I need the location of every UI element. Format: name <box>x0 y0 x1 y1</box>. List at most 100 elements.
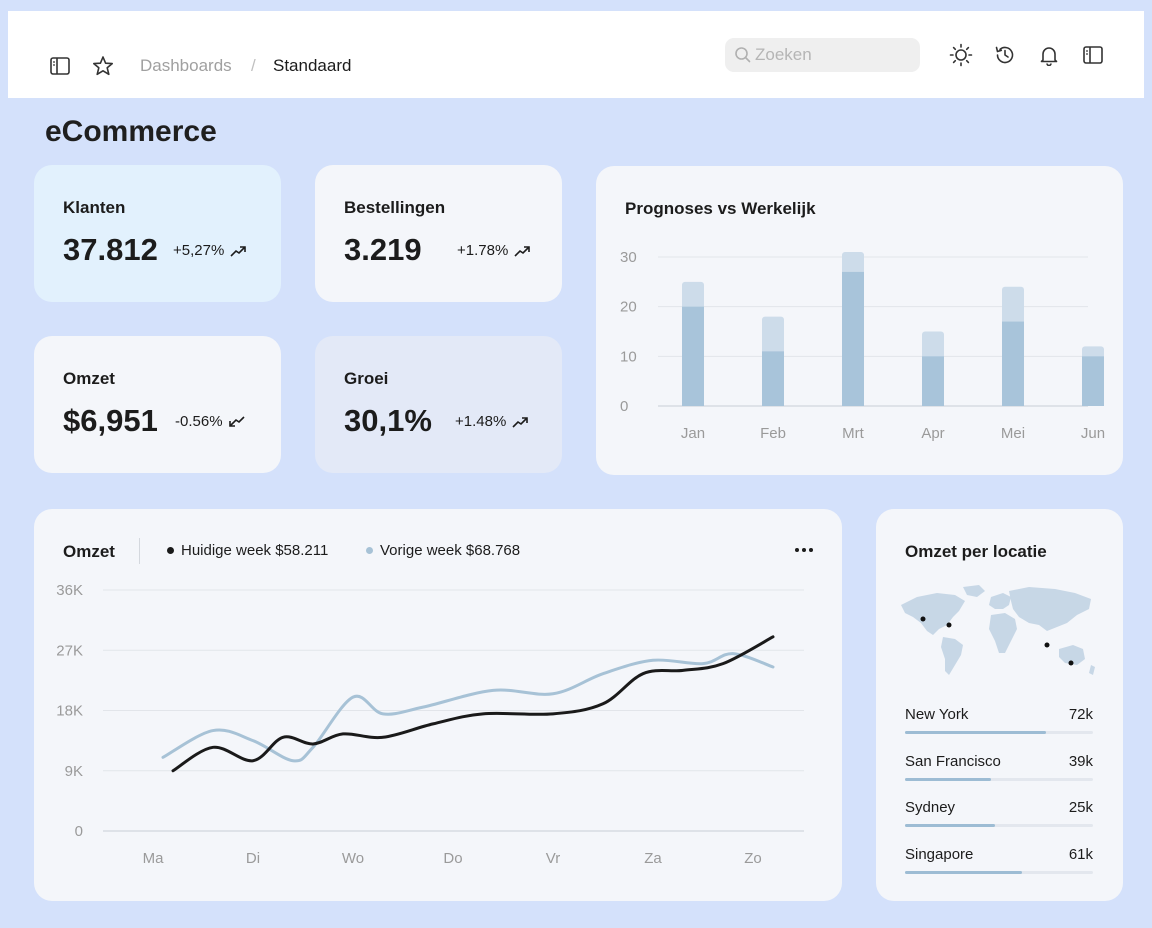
location-progress-fill <box>905 871 1022 874</box>
legend-current-week: Huidige week $58.211 <box>167 542 328 559</box>
trend-up-icon <box>512 416 529 428</box>
breadcrumb-current: Standaard <box>273 56 352 75</box>
legend-divider <box>139 538 140 564</box>
legend-previous-label: Vorige week $68.768 <box>380 542 521 559</box>
x-tick-label: Jan <box>681 425 705 442</box>
breadcrumb-dashboards[interactable]: Dashboards <box>140 56 232 75</box>
stat-change-value: +1.78% <box>457 242 509 259</box>
y-tick-label: 20 <box>620 299 637 316</box>
location-row-singapore[interactable]: Singapore 61k <box>905 846 1093 884</box>
search-icon <box>735 47 751 63</box>
bar-actual <box>922 356 944 406</box>
breadcrumb-separator: / <box>251 56 256 75</box>
stat-card-klanten[interactable]: Klanten 37.812 +5,27% <box>34 165 281 302</box>
stat-title: Groei <box>344 369 389 388</box>
stat-value: $6,951 <box>63 403 158 438</box>
revenue-title: Omzet <box>63 542 115 561</box>
history-icon[interactable] <box>993 43 1017 67</box>
stat-value: 37.812 <box>63 232 158 267</box>
map-greenland <box>963 585 985 597</box>
y-tick-label: 0 <box>620 398 628 415</box>
legend-previous-week: Vorige week $68.768 <box>366 542 520 559</box>
location-card: Omzet per locatie New York 72k San Franc… <box>876 509 1123 901</box>
stat-card-bestellingen[interactable]: Bestellingen 3.219 +1.78% <box>315 165 562 302</box>
x-tick-label: Zo <box>744 850 762 867</box>
location-value: 61k <box>1068 846 1093 863</box>
location-progress-fill <box>905 824 996 827</box>
revenue-line-chart: 0 9K 18K 27K 36K Ma Di Wo Do Vr Za Zo <box>56 582 804 867</box>
stat-value: 30,1% <box>344 403 432 438</box>
x-tick-label: Za <box>644 850 662 867</box>
forecast-bar-chart: 0 10 20 30 Jan Feb Mrt Apr Mei Jun <box>620 249 1105 442</box>
stat-title: Bestellingen <box>344 198 446 217</box>
location-progress-fill <box>905 778 992 781</box>
location-name: New York <box>905 706 969 723</box>
location-value: 25k <box>1068 799 1093 816</box>
map-africa <box>989 613 1017 653</box>
x-tick-label: Apr <box>921 425 944 442</box>
location-progress-track <box>905 824 1093 827</box>
bar-actual <box>1002 321 1024 406</box>
map-marker-new-york <box>946 622 952 628</box>
location-value: 72k <box>1068 706 1093 723</box>
location-name: Sydney <box>905 799 956 816</box>
series-line-current-week <box>171 635 775 773</box>
y-tick-label: 36K <box>56 582 83 599</box>
y-tick-label: 10 <box>620 348 637 365</box>
y-tick-label: 30 <box>620 249 637 266</box>
stat-change: +1.78% <box>457 242 531 259</box>
stat-card-omzet[interactable]: Omzet $6,951 -0.56% <box>34 336 281 473</box>
y-tick-label: 0 <box>75 823 83 840</box>
revenue-card: Omzet Huidige week $58.211 Vorige week $… <box>34 509 842 901</box>
search-box[interactable] <box>725 38 920 72</box>
search-input[interactable] <box>755 44 910 66</box>
legend-dot-current <box>167 547 174 554</box>
sun-icon[interactable] <box>949 43 973 67</box>
trend-down-icon <box>228 415 245 427</box>
x-tick-label: Mrt <box>842 425 864 442</box>
x-tick-label: Vr <box>546 850 560 867</box>
y-tick-label: 9K <box>65 763 83 780</box>
legend-dot-previous <box>366 547 373 554</box>
location-row-san-francisco[interactable]: San Francisco 39k <box>905 753 1093 791</box>
y-tick-label: 18K <box>56 703 83 720</box>
forecast-title: Prognoses vs Werkelijk <box>625 199 816 218</box>
stat-title: Omzet <box>63 369 115 388</box>
stat-card-groei[interactable]: Groei 30,1% +1.48% <box>315 336 562 473</box>
location-progress-fill <box>905 731 1046 734</box>
map-marker-sydney <box>1068 660 1074 666</box>
forecast-card: Prognoses vs Werkelijk 0 10 20 30 Jan Feb Mrt A… <box>596 166 1123 475</box>
stat-change: +5,27% <box>173 242 247 259</box>
map-marker-singapore <box>1044 642 1050 648</box>
location-name: San Francisco <box>905 753 1001 770</box>
legend-current-label: Huidige week $58.211 <box>181 542 329 559</box>
stat-change: +1.48% <box>455 413 529 430</box>
trend-up-icon <box>514 245 531 257</box>
stat-change: -0.56% <box>175 413 245 430</box>
location-value: 39k <box>1068 753 1093 770</box>
series-line-previous-week <box>161 652 775 763</box>
location-row-sydney[interactable]: Sydney 25k <box>905 799 1093 837</box>
y-tick-label: 27K <box>56 642 83 659</box>
bar-actual <box>1082 356 1104 406</box>
star-icon[interactable] <box>91 54 115 78</box>
bar-actual <box>682 306 704 406</box>
sidebar-toggle-icon[interactable] <box>48 54 72 78</box>
x-tick-label: Feb <box>760 425 786 442</box>
map-south-america <box>941 637 963 675</box>
location-row-new-york[interactable]: New York 72k <box>905 706 1093 744</box>
more-icon[interactable] <box>794 547 814 553</box>
map-north-america <box>901 593 965 635</box>
stat-change-value: -0.56% <box>175 413 223 430</box>
trend-up-icon <box>230 245 247 257</box>
panel-icon[interactable] <box>1081 43 1105 67</box>
page-title: eCommerce <box>45 115 217 148</box>
location-progress-track <box>905 778 1093 781</box>
world-map <box>901 585 1095 675</box>
stat-title: Klanten <box>63 198 126 217</box>
bell-icon[interactable] <box>1037 43 1061 67</box>
map-asia <box>1009 587 1091 631</box>
map-marker-san-francisco <box>920 616 926 622</box>
location-name: Singapore <box>905 846 974 863</box>
x-tick-label: Jun <box>1081 425 1105 442</box>
